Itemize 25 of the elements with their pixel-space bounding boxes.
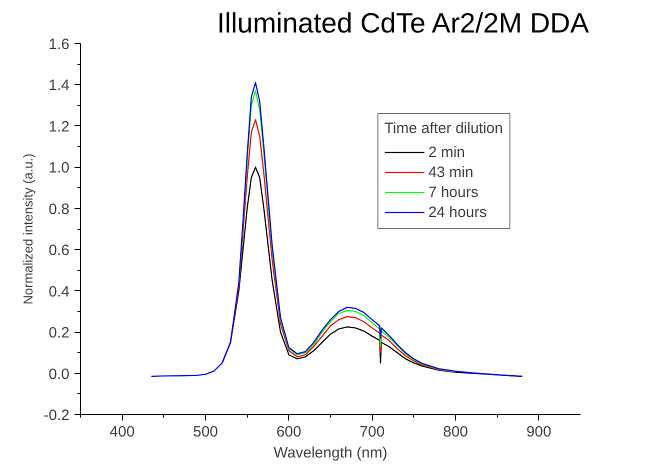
y-tick-label: 0.4 <box>48 283 70 300</box>
y-tick-label: 1.0 <box>48 160 70 177</box>
y-tick-label: 1.6 <box>48 36 70 53</box>
legend-label: 24 hours <box>428 204 487 220</box>
x-tick-label: 700 <box>360 424 385 440</box>
x-tick-label: 600 <box>276 424 302 440</box>
legend-label: 43 min <box>428 164 474 180</box>
x-axis-title: Wavelength (nm) <box>274 444 388 462</box>
y-tick-label: 0.6 <box>48 242 70 260</box>
y-tick-label: -0.2 <box>44 407 70 424</box>
y-tick-label: 0.0 <box>48 366 70 383</box>
y-axis-title: Normalized intensity (a.u.) <box>20 154 36 304</box>
y-tick-label: 1.2 <box>48 118 70 136</box>
y-tick-label: 1.4 <box>48 77 70 94</box>
y-tick-label: 0.8 <box>48 200 70 218</box>
line-series <box>150 82 523 377</box>
y-tick-label: 0.2 <box>48 324 70 342</box>
x-tick-label: 900 <box>526 424 552 440</box>
x-tick-label: 400 <box>110 424 135 440</box>
chart-title: Illuminated CdTe Ar2/2M DDA <box>217 8 590 38</box>
legend-title: Time after dilution <box>384 120 503 137</box>
legend-label: 7 hours <box>428 184 478 200</box>
x-tick-label: 800 <box>442 424 468 440</box>
legend-label: 2 min <box>428 144 466 160</box>
x-tick-label: 500 <box>192 424 218 440</box>
